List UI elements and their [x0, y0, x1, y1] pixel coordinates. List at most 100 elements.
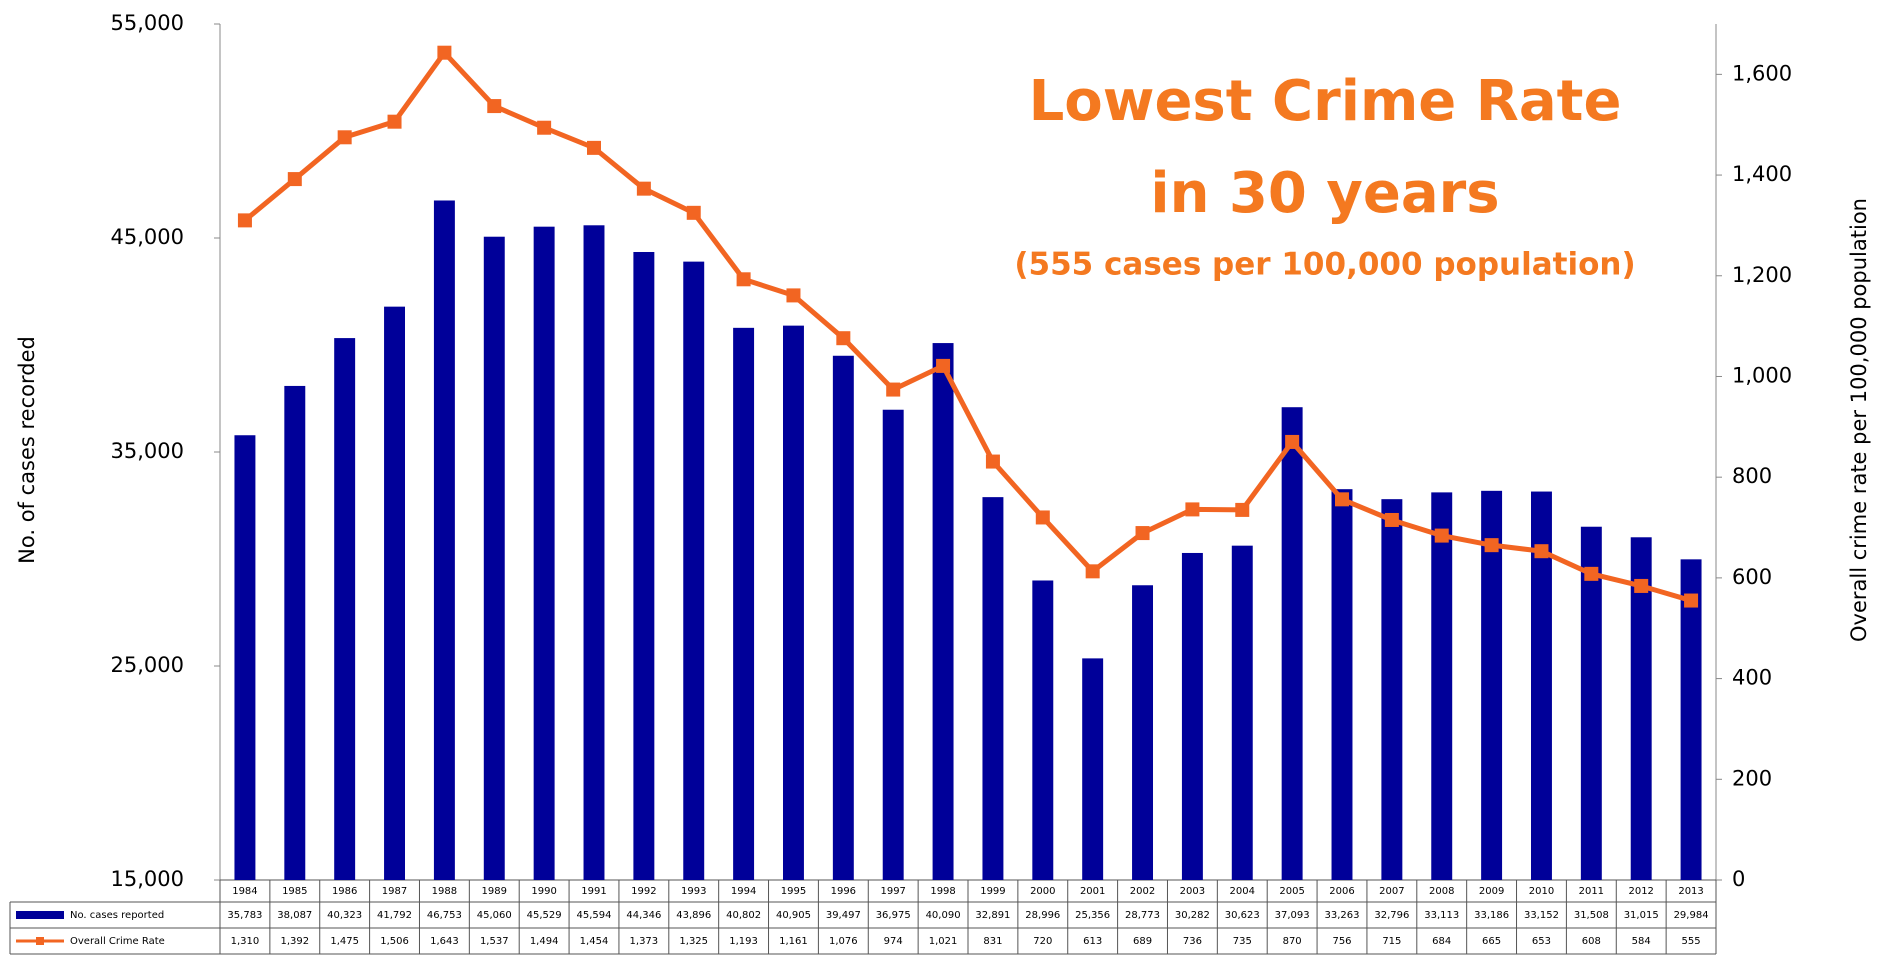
y2-tick-label: 400 — [1732, 666, 1772, 690]
legend-label: Overall Crime Rate — [70, 936, 165, 947]
bar — [1231, 545, 1253, 880]
line-marker — [985, 454, 1000, 469]
bar — [234, 435, 256, 880]
chart-title: Lowest Crime Rate — [1029, 69, 1622, 134]
x-tick-label: 2008 — [1429, 886, 1454, 897]
table-value: 974 — [884, 936, 903, 947]
line-marker — [1534, 544, 1549, 559]
table-value: 1,193 — [729, 936, 758, 947]
line-marker — [836, 331, 851, 346]
y2-tick-label: 600 — [1732, 565, 1772, 589]
table-value: 689 — [1133, 936, 1152, 947]
y2-tick-label: 200 — [1732, 766, 1772, 790]
table-value: 45,529 — [527, 910, 562, 921]
x-tick-label: 2012 — [1628, 886, 1653, 897]
bar — [1082, 658, 1104, 880]
line-marker — [287, 172, 302, 187]
table-value: 1,325 — [679, 936, 708, 947]
table-value: 45,594 — [577, 910, 612, 921]
bar — [1431, 492, 1453, 880]
table-value: 36,975 — [876, 910, 911, 921]
bar — [334, 338, 356, 881]
bar — [633, 251, 655, 880]
y2-tick-label: 1,000 — [1732, 363, 1792, 387]
bar — [1032, 580, 1054, 880]
line-marker — [636, 181, 651, 196]
line-marker — [387, 114, 402, 129]
x-tick-label: 1991 — [581, 886, 606, 897]
table-value: 30,282 — [1175, 910, 1210, 921]
bar — [832, 355, 854, 881]
x-tick-label: 1998 — [930, 886, 955, 897]
bar — [583, 225, 605, 881]
x-tick-label: 2010 — [1529, 886, 1554, 897]
legend-swatch — [16, 911, 64, 919]
x-tick-label: 2011 — [1579, 886, 1604, 897]
table-value: 735 — [1233, 936, 1252, 947]
x-tick-label: 2005 — [1279, 886, 1304, 897]
line-marker — [1235, 502, 1250, 517]
line-marker — [1185, 502, 1200, 517]
line-marker — [1434, 528, 1449, 543]
x-tick-label: 2003 — [1180, 886, 1205, 897]
line-marker — [587, 140, 601, 155]
table-value: 46,753 — [427, 910, 462, 921]
bar — [1281, 407, 1303, 880]
x-tick-label: 2013 — [1678, 886, 1703, 897]
table-value: 25,356 — [1075, 910, 1110, 921]
table-value: 1,494 — [530, 936, 559, 947]
legend-label: No. cases reported — [70, 910, 164, 921]
table-value: 831 — [983, 936, 1002, 947]
x-tick-label: 2002 — [1130, 886, 1155, 897]
x-tick-label: 1995 — [781, 886, 806, 897]
table-value: 37,093 — [1275, 910, 1310, 921]
line-marker — [1384, 512, 1399, 527]
table-value: 35,783 — [227, 910, 262, 921]
bar — [1331, 489, 1353, 880]
table-value: 31,508 — [1574, 910, 1609, 921]
x-tick-label: 1986 — [332, 886, 357, 897]
table-value: 684 — [1432, 936, 1451, 947]
y2-tick-label: 1,200 — [1732, 263, 1792, 287]
line-marker — [537, 120, 552, 135]
table-value: 1,506 — [380, 936, 409, 947]
bar — [533, 226, 555, 881]
y2-tick-label: 1,600 — [1732, 61, 1792, 85]
legend-swatch — [36, 937, 44, 945]
table-value: 43,896 — [676, 910, 711, 921]
x-tick-label: 2001 — [1080, 886, 1105, 897]
y-tick-label: 25,000 — [111, 653, 184, 677]
table-value: 653 — [1532, 936, 1551, 947]
line-marker — [1684, 593, 1699, 608]
x-tick-label: 1996 — [831, 886, 856, 897]
bar — [982, 497, 1004, 880]
line-marker — [686, 205, 701, 220]
line-marker — [1335, 492, 1349, 507]
table-value: 33,152 — [1524, 910, 1559, 921]
y2-tick-label: 1,400 — [1732, 162, 1792, 186]
bar — [1680, 559, 1702, 880]
y-tick-label: 15,000 — [111, 867, 184, 891]
bar — [1132, 585, 1154, 880]
table-value: 40,802 — [726, 910, 761, 921]
line-marker — [1584, 566, 1599, 581]
line-marker — [936, 358, 951, 373]
line-marker — [786, 288, 801, 303]
bar — [1580, 526, 1602, 880]
table-value: 33,263 — [1325, 910, 1360, 921]
table-value: 1,475 — [330, 936, 359, 947]
y-tick-label: 55,000 — [111, 11, 184, 35]
table-value: 28,996 — [1025, 910, 1060, 921]
table-value: 40,323 — [327, 910, 362, 921]
bar — [882, 409, 904, 880]
x-tick-label: 1985 — [282, 886, 307, 897]
chart-subtitle: (555 cases per 100,000 population) — [1014, 247, 1635, 283]
line-marker — [437, 45, 452, 60]
table-value: 1,537 — [480, 936, 509, 947]
table-value: 608 — [1582, 936, 1601, 947]
x-tick-label: 1999 — [980, 886, 1005, 897]
x-tick-label: 1992 — [631, 886, 656, 897]
line-marker — [736, 272, 751, 287]
line-marker — [886, 382, 901, 397]
